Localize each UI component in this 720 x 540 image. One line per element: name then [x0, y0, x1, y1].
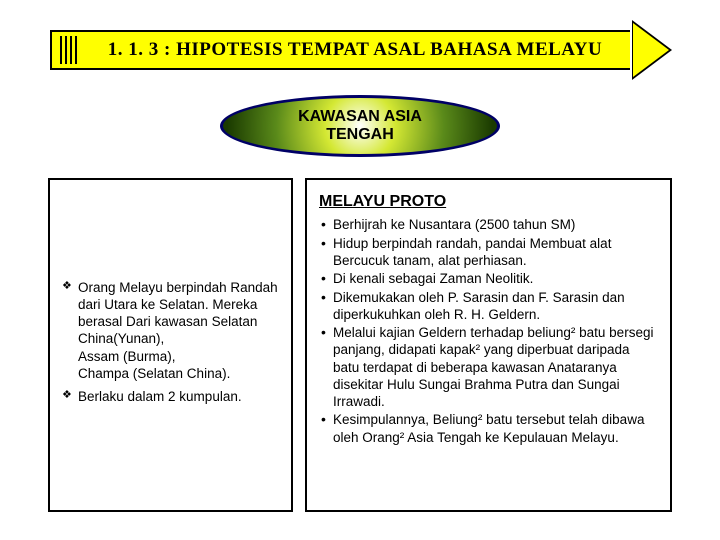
list-item: Orang Melayu berpindah Randah dari Utara…: [62, 279, 279, 383]
list-item: Kesimpulannya, Beliung² batu tersebut te…: [319, 411, 658, 446]
right-heading: MELAYU PROTO: [319, 192, 658, 212]
left-box: Orang Melayu berpindah Randah dari Utara…: [48, 178, 293, 512]
list-item: Berlaku dalam 2 kumpulan.: [62, 388, 279, 405]
arrow-tail-lines: [60, 36, 90, 64]
list-item: Hidup berpindah randah, pandai Membuat a…: [319, 235, 658, 270]
region-oval-label: KAWASAN ASIATENGAH: [298, 108, 422, 145]
list-item: Melalui kajian Geldern terhadap beliung²…: [319, 324, 658, 410]
arrow-head-icon: [632, 20, 672, 80]
list-item: Dikemukakan oleh P. Sarasin dan F. Saras…: [319, 289, 658, 324]
content-columns: Orang Melayu berpindah Randah dari Utara…: [48, 178, 672, 512]
right-list: Berhijrah ke Nusantara (2500 tahun SM) H…: [319, 216, 658, 445]
region-oval: KAWASAN ASIATENGAH: [220, 95, 500, 157]
right-box: MELAYU PROTO Berhijrah ke Nusantara (250…: [305, 178, 672, 512]
list-item: Di kenali sebagai Zaman Neolitik.: [319, 270, 658, 287]
title-banner: 1. 1. 3 : HIPOTESIS TEMPAT ASAL BAHASA M…: [50, 30, 670, 70]
list-item: Berhijrah ke Nusantara (2500 tahun SM): [319, 216, 658, 233]
page-title: 1. 1. 3 : HIPOTESIS TEMPAT ASAL BAHASA M…: [100, 30, 610, 70]
left-list: Orang Melayu berpindah Randah dari Utara…: [62, 279, 279, 412]
